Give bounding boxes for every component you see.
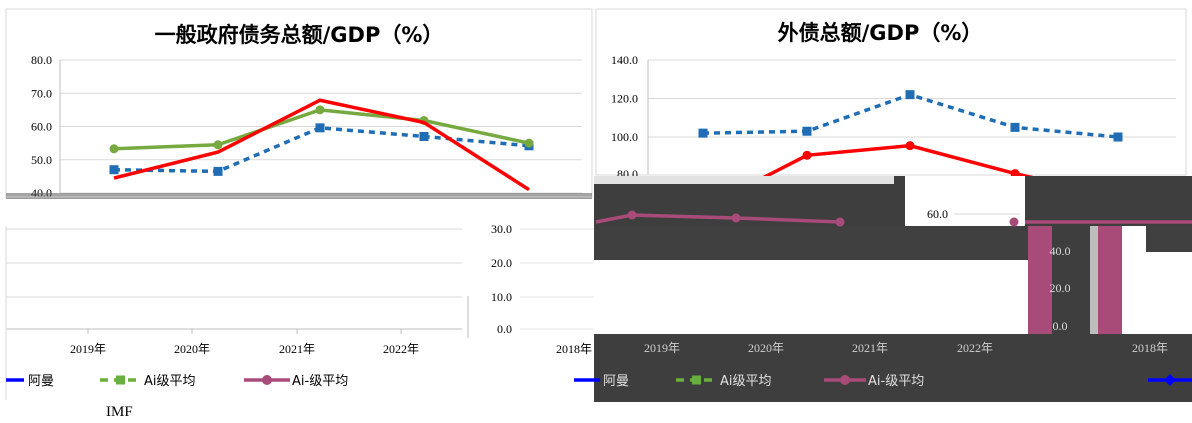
left-series-point	[315, 105, 325, 115]
glitch-dark-bottom	[594, 334, 1192, 402]
legend-right-marker-ai-minus	[840, 375, 850, 385]
left-lower-y-tick-label: 30.0	[491, 222, 512, 236]
legend-label-ai-minus: Ai-级平均	[292, 374, 348, 389]
right-series-point	[905, 141, 915, 151]
right-series-point	[905, 90, 915, 100]
right-series-point	[698, 128, 708, 138]
left-lower-plot: 2019年 2020年 2021年 2022年 30.0 20.0 10.0 0.0 2018年	[5, 196, 594, 400]
right-lower-plot: 60.0 40.0 20.0 0.0 2019年 2020年 2021年 2022年 2018年	[595, 176, 1192, 355]
legend-right-marker-diamond	[1164, 374, 1176, 386]
right-lower-ghost-x-label: 2021年	[852, 341, 888, 355]
right-y-tick-label: 120.0	[611, 92, 638, 106]
right-series-point-lower	[835, 217, 845, 227]
legend-left: 阿曼 Ai级平均 Ai-级平均	[6, 374, 348, 389]
glitch-dark-block	[594, 226, 1036, 260]
left-y-tick-label: 50.0	[31, 153, 52, 167]
left-lower-y-tick-label: 10.0	[491, 290, 512, 304]
glitch-light-column	[1090, 226, 1098, 334]
right-chart-title: 外债总额/GDP（%）	[778, 21, 983, 45]
left-glitch-line	[6, 193, 592, 199]
left-y-tick-label: 70.0	[31, 86, 52, 100]
right-lower-ghost-tick: 40.0	[1050, 244, 1071, 258]
glitch-pink-column	[1028, 226, 1052, 334]
left-series-point	[315, 123, 325, 133]
left-lower-y-tick-label: 0.0	[497, 322, 512, 336]
left-lower-y-tick-label: 20.0	[491, 256, 512, 270]
legend-right-label-ai: Ai级平均	[720, 374, 772, 389]
left-series-point	[419, 131, 429, 141]
glitch-dark-block-right	[1146, 226, 1192, 252]
right-series-point	[802, 150, 812, 160]
right-lower-ghost-x-label: 2022年	[957, 341, 993, 355]
legend-label-ai: Ai级平均	[144, 374, 196, 389]
left-series-point	[213, 166, 223, 176]
left-series-point	[524, 138, 534, 148]
left-series-point	[109, 144, 119, 154]
right-series-point-lower	[731, 213, 741, 223]
right-series-point-lower	[627, 210, 637, 220]
right-lower-ghost-x-label: 2018年	[1132, 341, 1168, 355]
right-series-point	[1010, 169, 1020, 179]
right-lower-ghost-tick: 20.0	[1050, 281, 1071, 295]
right-x-tick-label-first: 2018年	[556, 342, 592, 356]
right-y-tick-label-lower: 60.0	[927, 207, 948, 221]
left-chart-title: 一般政府债务总额/GDP（%）	[155, 23, 444, 47]
left-series-line	[113, 98, 530, 192]
left-plot-area: 80.070.060.050.040.0	[6, 53, 592, 200]
legend-right: 阿曼 Ai级平均 Ai-级平均	[574, 374, 1192, 389]
left-series-point	[109, 165, 119, 175]
right-series-point-lower	[1009, 217, 1019, 227]
left-x-tick-label: 2019年	[70, 342, 106, 356]
right-y-tick-label: 100.0	[611, 130, 638, 144]
legend-marker-ai-minus	[262, 375, 272, 385]
left-x-tick-label: 2022年	[383, 342, 419, 356]
left-x-tick-label: 2020年	[174, 342, 210, 356]
right-series-line-lower	[595, 213, 841, 224]
left-y-tick-label: 60.0	[31, 120, 52, 134]
legend-label-oman: 阿曼	[28, 374, 54, 389]
left-series-point	[213, 140, 223, 150]
glitch-dark-strip-top	[594, 176, 894, 184]
left-y-tick-label: 80.0	[31, 53, 52, 67]
right-series-point	[1113, 132, 1123, 142]
right-series-point	[1010, 122, 1020, 132]
glitch-pink-column-2	[1098, 226, 1122, 334]
left-x-tick-label: 2021年	[279, 342, 315, 356]
legend-right-marker-ai	[692, 375, 701, 385]
legend-right-label-oman: 阿曼	[603, 374, 629, 389]
right-y-tick-label: 140.0	[611, 53, 638, 67]
right-lower-white-patch	[905, 176, 1025, 226]
right-lower-ghost-x-label: 2020年	[748, 341, 784, 355]
right-lower-ghost-tick: 0.0	[1053, 319, 1068, 333]
glitch-band	[594, 176, 1192, 402]
right-lower-ghost-x-label: 2019年	[644, 341, 680, 355]
source-label: IMF	[106, 404, 133, 420]
legend-right-label-ai-minus: Ai-级平均	[868, 374, 924, 389]
legend-marker-ai	[116, 375, 125, 385]
right-series-point	[802, 126, 812, 136]
